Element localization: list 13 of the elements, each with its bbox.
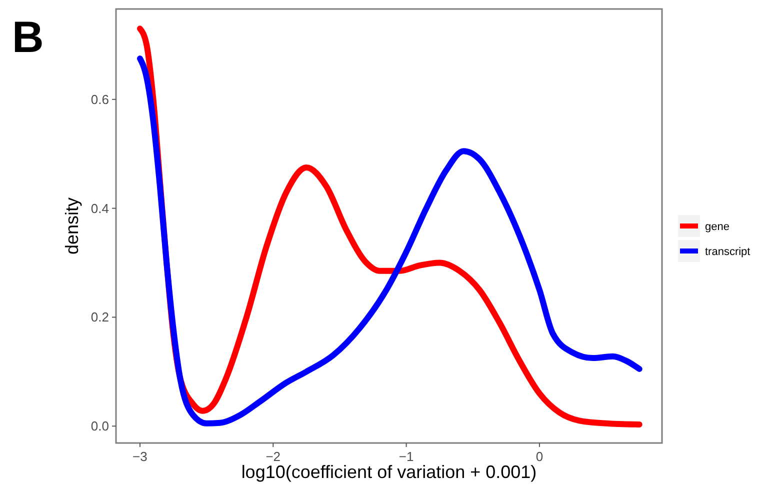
legend-label: gene [705, 221, 730, 233]
y-tick-label: 0.2 [90, 310, 109, 325]
legend-label: transcript [705, 246, 750, 258]
y-tick-label: 0.6 [90, 92, 109, 107]
x-tick-label: −2 [266, 449, 281, 464]
x-tick-label: −3 [132, 449, 148, 464]
y-tick-label: 0.0 [90, 418, 109, 434]
text: B [12, 13, 44, 62]
x-tick-label: −1 [398, 449, 414, 464]
y-axis-title: density [62, 197, 82, 255]
x-axis-title: log10(coefficient of variation + 0.001) [241, 462, 537, 482]
x-tick-label: 0 [536, 449, 544, 464]
y-tick-label: 0.4 [90, 200, 109, 216]
